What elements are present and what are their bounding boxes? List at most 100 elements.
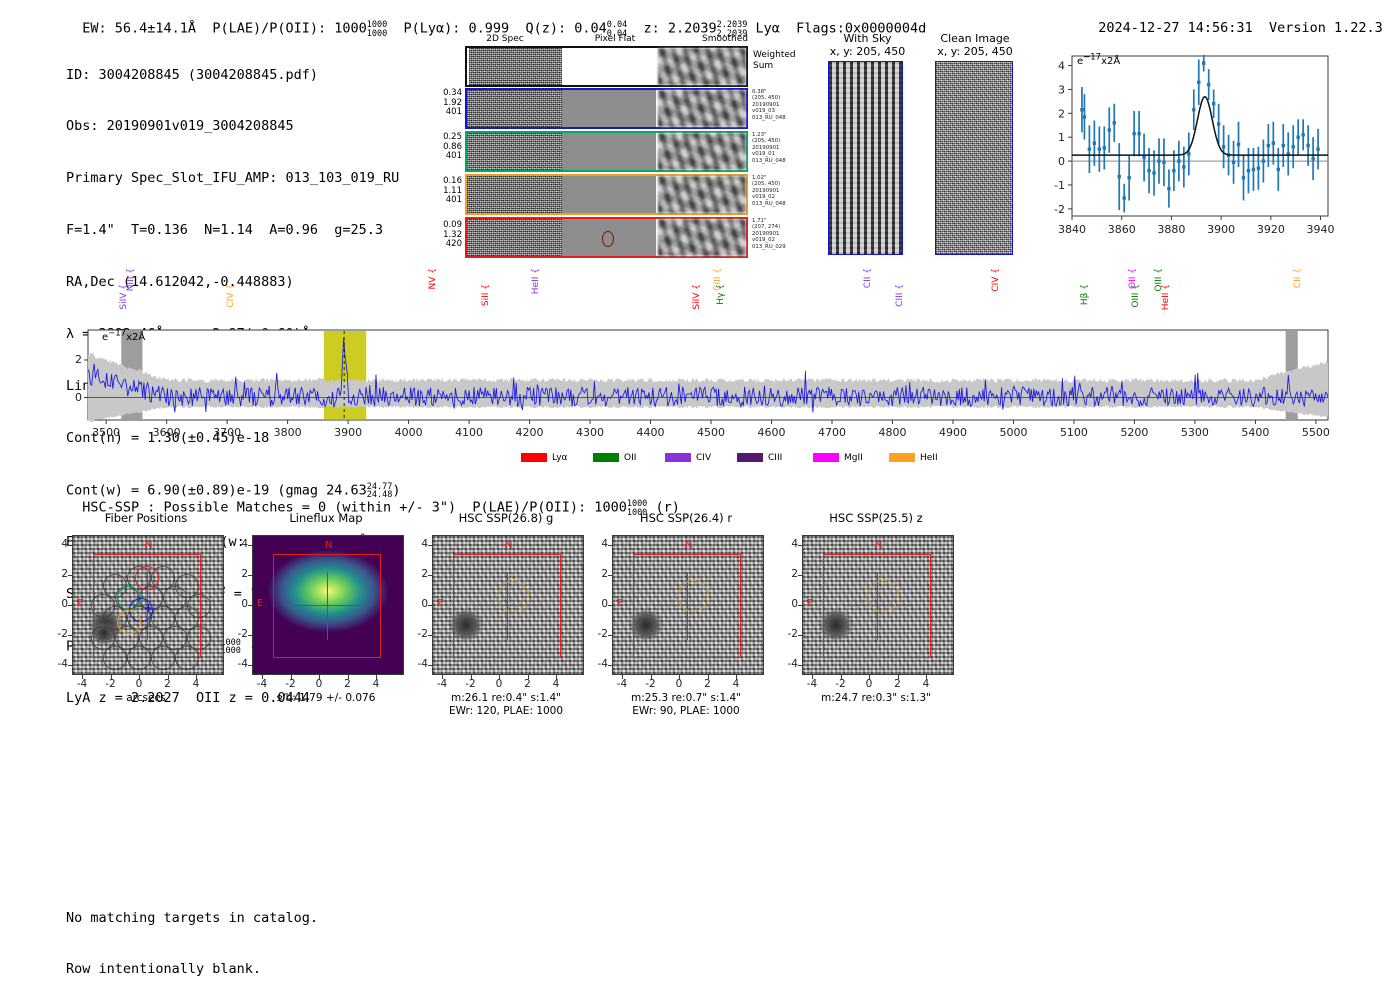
legend-swatch-Lyα xyxy=(521,453,547,462)
aperture-circle xyxy=(497,580,529,612)
emission-line-label-CII: CII { xyxy=(863,268,874,289)
emission-line-label-Hβ: Hβ { xyxy=(1079,284,1090,306)
footer-line-2: Row intentionally blank. xyxy=(66,961,262,978)
fiber-circle xyxy=(151,606,175,630)
spec2d-row-1-right-labels: 1.23" (205, 450) 20190901 v019_01 013_RU_048 xyxy=(752,132,786,164)
emission-line-label-HeII: HeII { xyxy=(1161,284,1172,311)
compass-north: N xyxy=(325,540,333,551)
spec2d-row-3-right-labels: 1.71" (207, 274) 20190901 v019_02 013_RU_029 xyxy=(752,218,786,250)
full-spectrum-xtick: 4600 xyxy=(757,426,786,439)
cutout-ytick: -2 xyxy=(597,628,608,640)
full-spectrum-ytick: 2 xyxy=(75,353,82,366)
full-spectrum-xtick: 4100 xyxy=(455,426,484,439)
header-summary: EW: 56.4±14.1Å P(LAE)/P(OII): 1000 1000 10… xyxy=(66,4,926,39)
emission-line-label-SiII: SiII { xyxy=(481,284,491,307)
cutout-ytick: 0 xyxy=(601,598,608,610)
row1-2dspec xyxy=(467,133,562,170)
clean-image-title: Clean Image xyxy=(940,32,1010,45)
row1-smoothed xyxy=(658,133,746,170)
cutout-caption2-2: EWr: 120, PLAE: 1000 xyxy=(448,705,564,717)
clean-image-image xyxy=(935,61,1013,255)
compass-east: E xyxy=(257,598,264,609)
cutout-ytick: -4 xyxy=(787,658,798,670)
line-profile-unit-annotation: e−17x2Å xyxy=(1077,52,1121,67)
line-profile-svg: 3840 3860 3880 3900 3920 3940 -2 -1 0 1 2 3 4 xyxy=(1054,54,1335,236)
cutout-xtick: -4 xyxy=(806,678,818,690)
cutout-xtick: 2 xyxy=(524,678,531,690)
cutout-title-0: Fiber Positions xyxy=(104,511,188,525)
compass-east: E xyxy=(617,598,624,609)
hsc-summary: HSC-SSP : Possible Matches = 0 (within +… xyxy=(82,499,680,518)
cutout-xtick: -2 xyxy=(645,678,656,690)
clean-image-coords: x, y: 205, 450 xyxy=(937,45,1013,58)
weighted-sum-2dspec xyxy=(469,48,562,85)
cutout-ytick: 2 xyxy=(601,568,608,580)
compass-east: E xyxy=(807,598,814,609)
spec2d-panel: 2D Spec Pixel Flat Smoothed Weighted Sum … xyxy=(425,32,810,258)
row0-smoothed xyxy=(658,90,746,127)
header-z-range: 2.2039 2.2039 xyxy=(716,20,748,39)
emission-line-label-CIV: CIV { xyxy=(226,284,237,308)
svg-text:3880: 3880 xyxy=(1157,223,1185,236)
with-sky-header: With Sky x, y: 205, 450 xyxy=(820,32,915,58)
fiber-circle xyxy=(163,626,187,650)
cutout-xtick: 4 xyxy=(372,678,380,690)
cutout-caption-4: m:24.7 re:0.3" s:1.3" xyxy=(821,692,931,704)
legend-label-HeII: HeII xyxy=(920,453,938,463)
cutout-xtick: 4 xyxy=(922,678,930,690)
source-blob xyxy=(449,610,483,640)
full-spectrum-xtick: 5500 xyxy=(1301,426,1330,439)
fov-box xyxy=(633,554,741,658)
row0-pixelflat xyxy=(562,90,656,127)
cutout-ytick: -2 xyxy=(787,628,798,640)
fiber-circle xyxy=(187,626,211,650)
with-sky-title: With Sky xyxy=(843,32,892,45)
center-marker: + xyxy=(143,601,154,616)
line-profile-chart: 3840 3860 3880 3900 3920 3940 -2 -1 0 1 2 3 4 e−17x2… xyxy=(1036,50,1336,250)
full-spectrum-xtick: 4800 xyxy=(878,426,907,439)
svg-text:4: 4 xyxy=(1058,60,1065,73)
aperture-circle xyxy=(867,580,899,612)
cutout-xtick: -4 xyxy=(76,678,88,690)
cutout-title-3: HSC SSP(26.4) r xyxy=(639,511,733,525)
cutout-xtick: 4 xyxy=(732,678,740,690)
header-plae-label: P(LAE)/P(OII): 1000 xyxy=(212,20,367,37)
svg-text:1: 1 xyxy=(1058,131,1065,144)
compass-east: E xyxy=(77,598,84,609)
spec2d-row-0 xyxy=(465,88,748,129)
cutout-image-0[interactable]: + N E xyxy=(72,535,224,675)
svg-text:3920: 3920 xyxy=(1257,223,1285,236)
fiber-circle-highlight xyxy=(117,610,141,634)
header-plya: P(Lyα): 0.999 xyxy=(403,20,510,37)
spec2d-row-2 xyxy=(465,174,748,215)
cutout-ytick: 0 xyxy=(61,598,68,610)
cutout-ytick: 0 xyxy=(241,598,248,610)
svg-text:3860: 3860 xyxy=(1108,223,1136,236)
row2-smoothed xyxy=(658,176,746,213)
cutout-ytick: 4 xyxy=(421,538,428,550)
emission-line-label-CIII: CIII { xyxy=(894,284,905,307)
cutout-ytick: -4 xyxy=(237,658,248,670)
svg-text:2: 2 xyxy=(1058,107,1065,120)
weighted-sum-pixelflat xyxy=(562,48,656,85)
header-qz-label: Q(z): 0.04 xyxy=(525,20,607,37)
cutout-ytick: -4 xyxy=(417,658,428,670)
compass-east: E xyxy=(437,598,444,609)
full-spectrum-xtick: 5400 xyxy=(1241,426,1270,439)
legend-label-Lyα: Lyα xyxy=(552,453,568,463)
header-timestamp-block: 2024-12-27 14:56:31 Version 1.22.3 xyxy=(1082,4,1383,36)
emission-line-label-CII: CII { xyxy=(1292,268,1303,289)
full-spectrum-xtick: 5300 xyxy=(1180,426,1209,439)
footer-line-1: No matching targets in catalog. xyxy=(66,909,318,926)
legend-label-CIII: CIII xyxy=(768,453,783,463)
legend-swatch-CIII xyxy=(737,453,763,462)
cutout-xtick: -4 xyxy=(436,678,448,690)
fiber-circle xyxy=(175,606,199,630)
svg-text:3840: 3840 xyxy=(1058,223,1086,236)
cutout-ytick: 0 xyxy=(421,598,428,610)
cutout-xtick: 2 xyxy=(164,678,171,690)
